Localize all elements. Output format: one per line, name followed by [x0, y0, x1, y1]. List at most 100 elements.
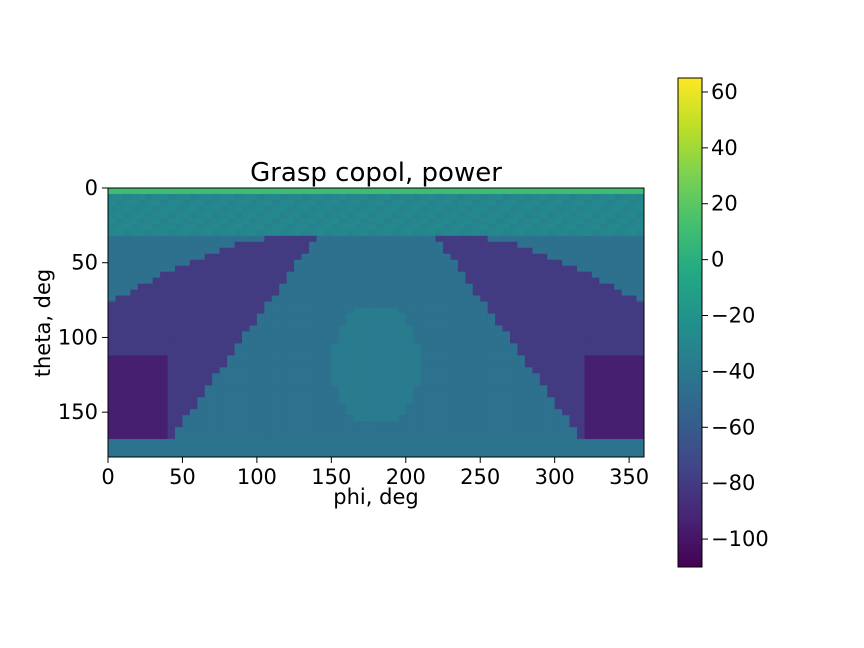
heatmap-cell: [457, 319, 466, 327]
heatmap-cell: [532, 229, 541, 237]
heatmap-cell: [510, 217, 519, 225]
heatmap-cell: [294, 337, 303, 345]
heatmap-cell: [591, 361, 600, 368]
heatmap-cell: [152, 355, 161, 362]
heatmap-cell: [591, 235, 600, 243]
heatmap-cell: [197, 229, 206, 237]
heatmap-cell: [368, 367, 377, 374]
heatmap-cell: [189, 295, 198, 303]
heatmap-cell: [331, 349, 340, 356]
heatmap-cell: [510, 343, 519, 350]
heatmap-cell: [346, 427, 355, 434]
heatmap-cell: [465, 253, 474, 261]
heatmap-cell: [160, 391, 169, 398]
heatmap-cell: [212, 391, 221, 398]
heatmap-cell: [539, 277, 548, 285]
heatmap-cell: [420, 409, 429, 416]
heatmap-cell: [361, 283, 370, 291]
heatmap-cell: [502, 355, 511, 362]
heatmap-cell: [175, 301, 184, 309]
heatmap-cell: [502, 188, 511, 195]
heatmap-cell: [130, 343, 139, 350]
heatmap-cell: [629, 385, 638, 392]
heatmap-cell: [554, 301, 563, 309]
heatmap-cell: [160, 235, 169, 243]
heatmap-cell: [614, 451, 623, 457]
heatmap-cell: [108, 427, 117, 434]
heatmap-cell: [197, 349, 206, 356]
heatmap-cell: [457, 439, 466, 446]
heatmap-cell: [376, 313, 385, 321]
heatmap-cell: [182, 445, 191, 452]
heatmap-cell: [294, 313, 303, 321]
heatmap-cell: [182, 199, 191, 207]
heatmap-cell: [137, 301, 146, 309]
heatmap-cell: [405, 373, 414, 380]
heatmap-cell: [539, 265, 548, 273]
heatmap-cell: [249, 355, 258, 362]
heatmap-cell: [599, 253, 608, 261]
heatmap-cell: [599, 337, 608, 345]
heatmap-cell: [517, 241, 526, 249]
heatmap-cell: [309, 193, 318, 201]
heatmap-cell: [614, 403, 623, 410]
heatmap-cell: [175, 409, 184, 416]
heatmap-cell: [353, 403, 362, 410]
heatmap-cell: [219, 343, 228, 350]
colorbar-tick-label: 60: [711, 80, 738, 104]
heatmap-cell: [368, 271, 377, 279]
heatmap-cell: [450, 439, 459, 446]
heatmap-cell: [323, 391, 332, 398]
heatmap-cell: [279, 367, 288, 374]
heatmap-cell: [428, 211, 437, 219]
heatmap-cell: [398, 391, 407, 398]
heatmap-cell: [368, 188, 377, 195]
heatmap-cell: [510, 277, 519, 285]
heatmap-cell: [562, 391, 571, 398]
heatmap-cell: [465, 247, 474, 255]
heatmap-cell: [524, 421, 533, 428]
heatmap-cell: [361, 271, 370, 279]
heatmap-cell: [554, 271, 563, 279]
heatmap-cell: [301, 289, 310, 297]
heatmap-cell: [264, 373, 273, 380]
heatmap-cell: [115, 205, 124, 213]
heatmap-cell: [271, 259, 280, 267]
heatmap-cell: [443, 295, 452, 303]
heatmap-cell: [636, 349, 644, 356]
heatmap-cell: [621, 385, 630, 392]
heatmap-cell: [212, 283, 221, 291]
heatmap-cell: [301, 355, 310, 362]
heatmap-cell: [435, 343, 444, 350]
heatmap-cell: [547, 433, 556, 440]
heatmap-cell: [338, 391, 347, 398]
heatmap-cell: [316, 343, 325, 350]
heatmap-cell: [286, 253, 295, 261]
heatmap-cell: [264, 295, 273, 303]
heatmap-cell: [487, 445, 496, 452]
heatmap-cell: [212, 337, 221, 345]
heatmap-cell: [323, 319, 332, 327]
heatmap-cell: [145, 391, 154, 398]
heatmap-cell: [621, 391, 630, 398]
heatmap-cell: [264, 445, 273, 452]
heatmap-cell: [465, 199, 474, 207]
heatmap-cell: [405, 397, 414, 404]
heatmap-cell: [108, 241, 117, 249]
heatmap-cell: [524, 409, 533, 416]
heatmap-cell: [450, 199, 459, 207]
heatmap-cell: [286, 421, 295, 428]
heatmap-cell: [249, 271, 258, 279]
heatmap-cell: [108, 403, 117, 410]
heatmap-cell: [242, 283, 251, 291]
heatmap-cell: [152, 235, 161, 243]
heatmap-cell: [599, 265, 608, 273]
heatmap-cell: [130, 247, 139, 255]
heatmap-cell: [130, 277, 139, 285]
heatmap-cell: [249, 301, 258, 309]
heatmap-cell: [309, 397, 318, 404]
heatmap-cell: [271, 211, 280, 219]
heatmap-cell: [554, 439, 563, 446]
heatmap-cell: [227, 331, 236, 339]
heatmap-cell: [256, 439, 265, 446]
